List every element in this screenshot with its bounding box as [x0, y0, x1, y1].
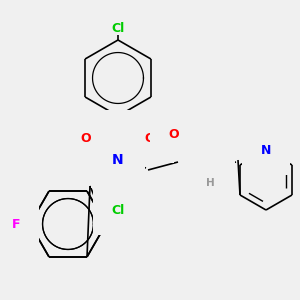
Text: N: N	[261, 143, 271, 157]
Text: O: O	[81, 131, 91, 145]
Text: O: O	[145, 131, 155, 145]
Text: H: H	[206, 178, 214, 188]
Text: O: O	[169, 128, 179, 140]
Text: F: F	[12, 218, 20, 230]
Text: N: N	[204, 164, 216, 176]
Text: Cl: Cl	[111, 203, 124, 217]
Text: S: S	[113, 131, 123, 145]
Text: N: N	[112, 153, 124, 167]
Text: Cl: Cl	[111, 22, 124, 34]
